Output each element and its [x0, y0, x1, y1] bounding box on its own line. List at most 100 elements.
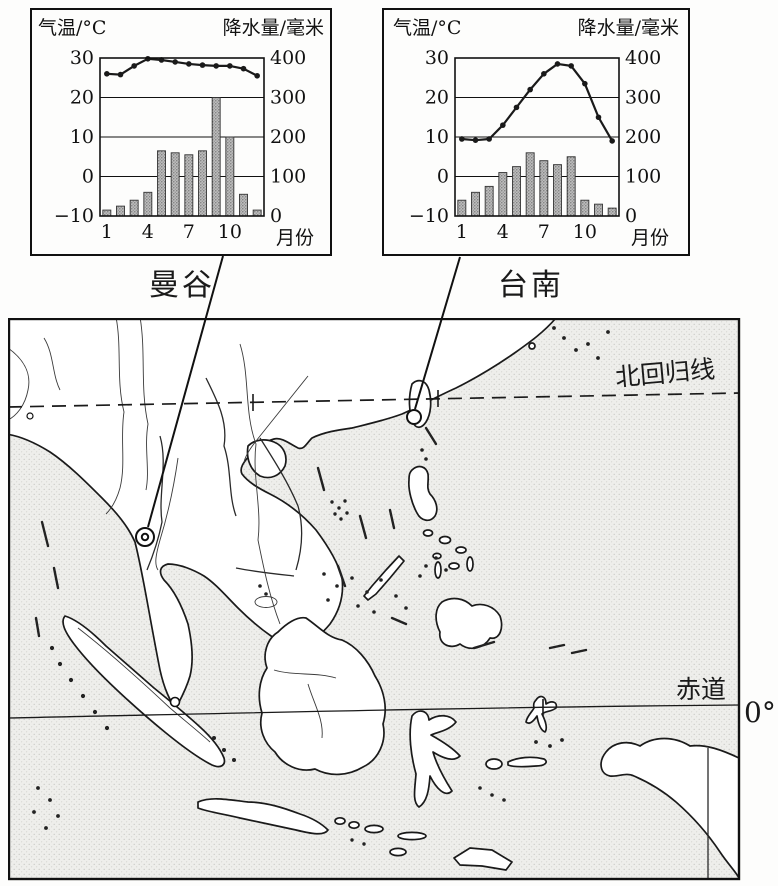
precip-bar-month-3: [484, 185, 494, 217]
precip-bar-month-6: [525, 152, 535, 217]
precip-bar-month-6: [170, 152, 180, 217]
land-sumbawa: [364, 824, 384, 834]
land-sumba: [389, 847, 407, 857]
precip-bar-month-8: [198, 150, 207, 217]
left-tick-label: 0: [82, 166, 94, 188]
plot-frame: [454, 57, 620, 217]
singapore-ring: [169, 696, 181, 708]
left-axis-title: 气温/°C: [393, 17, 461, 39]
right-tick-label: 400: [625, 47, 661, 69]
left-tick-label: 20: [70, 87, 94, 109]
tropic-of-cancer-line: [7, 392, 741, 408]
temperature-points: [459, 61, 615, 144]
bangkok-marker-outer: [135, 527, 155, 547]
temperature-line: [106, 57, 258, 77]
temperature-line: [461, 62, 614, 142]
precip-bar-month-9: [566, 156, 576, 217]
land-borneo: [258, 616, 386, 776]
right-tick-label: 300: [270, 87, 306, 109]
precip-bar-month-4: [143, 191, 153, 217]
precip-bar-month-11: [594, 203, 603, 217]
land-new-guinea: [600, 737, 740, 879]
x-tick-label: 10: [218, 221, 242, 243]
left-tick-label: 20: [425, 87, 449, 109]
x-tick-label: 4: [142, 221, 154, 243]
land-flores: [397, 831, 427, 841]
land-timor: [453, 847, 513, 871]
land-luzon: [408, 465, 438, 522]
city-label-bangkok: 曼谷: [149, 268, 215, 303]
ryukyu-islet: [528, 342, 536, 350]
equator-label: 赤道: [676, 675, 726, 704]
land-leyte: [466, 556, 474, 572]
x-axis-title: 月份: [631, 227, 669, 249]
precip-bar-month-2: [116, 205, 125, 217]
islet-dots: [32, 326, 610, 846]
precip-bar-month-5: [157, 150, 166, 217]
precip-bar-month-4: [498, 172, 508, 217]
equator-degree-label: 0°: [744, 696, 776, 729]
coast-islet-ring: [26, 412, 34, 420]
land-visayas-1: [422, 529, 434, 537]
right-tick-label: 300: [625, 87, 661, 109]
precip-bar-month-10: [580, 199, 590, 217]
precip-bar-month-2: [471, 191, 480, 217]
left-tick-label: 0: [437, 166, 449, 188]
x-tick-label: 1: [101, 221, 113, 243]
land-sumatra: [62, 615, 226, 768]
right-tick-label: 200: [625, 126, 661, 148]
land-negros: [434, 561, 442, 579]
left-tick-label: 10: [425, 126, 449, 148]
left-tick-label: 10: [70, 126, 94, 148]
precip-bar-month-8: [553, 164, 562, 217]
left-tick-label: −10: [409, 205, 449, 227]
right-tick-label: 100: [270, 166, 306, 188]
left-axis-title: 气温/°C: [38, 17, 106, 39]
southeast-asia-map-svg: 北回归线 赤道 0°: [5, 315, 776, 881]
right-tick-label: 0: [270, 205, 282, 227]
x-tick-label: 4: [497, 221, 509, 243]
bangkok-marker-inner: [140, 532, 150, 542]
left-tick-label: 30: [425, 47, 449, 69]
precip-bar-month-11: [239, 193, 248, 217]
precipitation-bars: [457, 152, 617, 217]
land-hainan: [246, 439, 287, 479]
right-tick-label: 0: [625, 205, 637, 227]
precip-bar-month-5: [512, 166, 521, 217]
land-bali: [334, 816, 346, 826]
x-tick-label: 10: [573, 221, 597, 243]
right-axis-title: 降水量/毫米: [223, 17, 324, 39]
land-halmahera: [525, 695, 558, 733]
precip-bar-month-12: [607, 207, 617, 217]
x-tick-label: 1: [456, 221, 468, 243]
land-visayas-5: [448, 562, 460, 570]
precip-bar-month-9: [211, 97, 221, 217]
x-axis-title: 月份: [276, 227, 314, 249]
climate-chart-tainan: 气温/°C 降水量/毫米 30 20 10 0 −10 400 300 200 100 0 1 4 7 10 月…: [382, 8, 690, 256]
land-visayas-2: [438, 535, 452, 545]
precip-bar-month-10: [225, 136, 235, 217]
right-tick-label: 400: [270, 47, 306, 69]
precip-bar-month-12: [252, 209, 262, 217]
land-seram: [507, 756, 547, 768]
city-label-tainan: 台南: [498, 268, 564, 303]
map-frame: [7, 317, 741, 881]
sea-boundary-dashes: [34, 426, 588, 655]
land-sulawesi: [409, 710, 461, 808]
landmasses: [5, 315, 740, 879]
precip-bar-month-3: [129, 199, 139, 217]
southeast-asia-map: 北回归线 赤道 0°: [5, 315, 778, 886]
left-tick-label: 30: [70, 47, 94, 69]
land-java: [197, 797, 329, 835]
city-markers: [26, 409, 422, 708]
land-lombok: [348, 820, 360, 830]
precip-bar-month-7: [184, 154, 194, 217]
right-axis-title: 降水量/毫米: [578, 17, 679, 39]
right-tick-label: 200: [270, 126, 306, 148]
tainan-marker: [406, 409, 422, 425]
right-tick-label: 100: [625, 166, 661, 188]
land-buru: [485, 758, 503, 770]
